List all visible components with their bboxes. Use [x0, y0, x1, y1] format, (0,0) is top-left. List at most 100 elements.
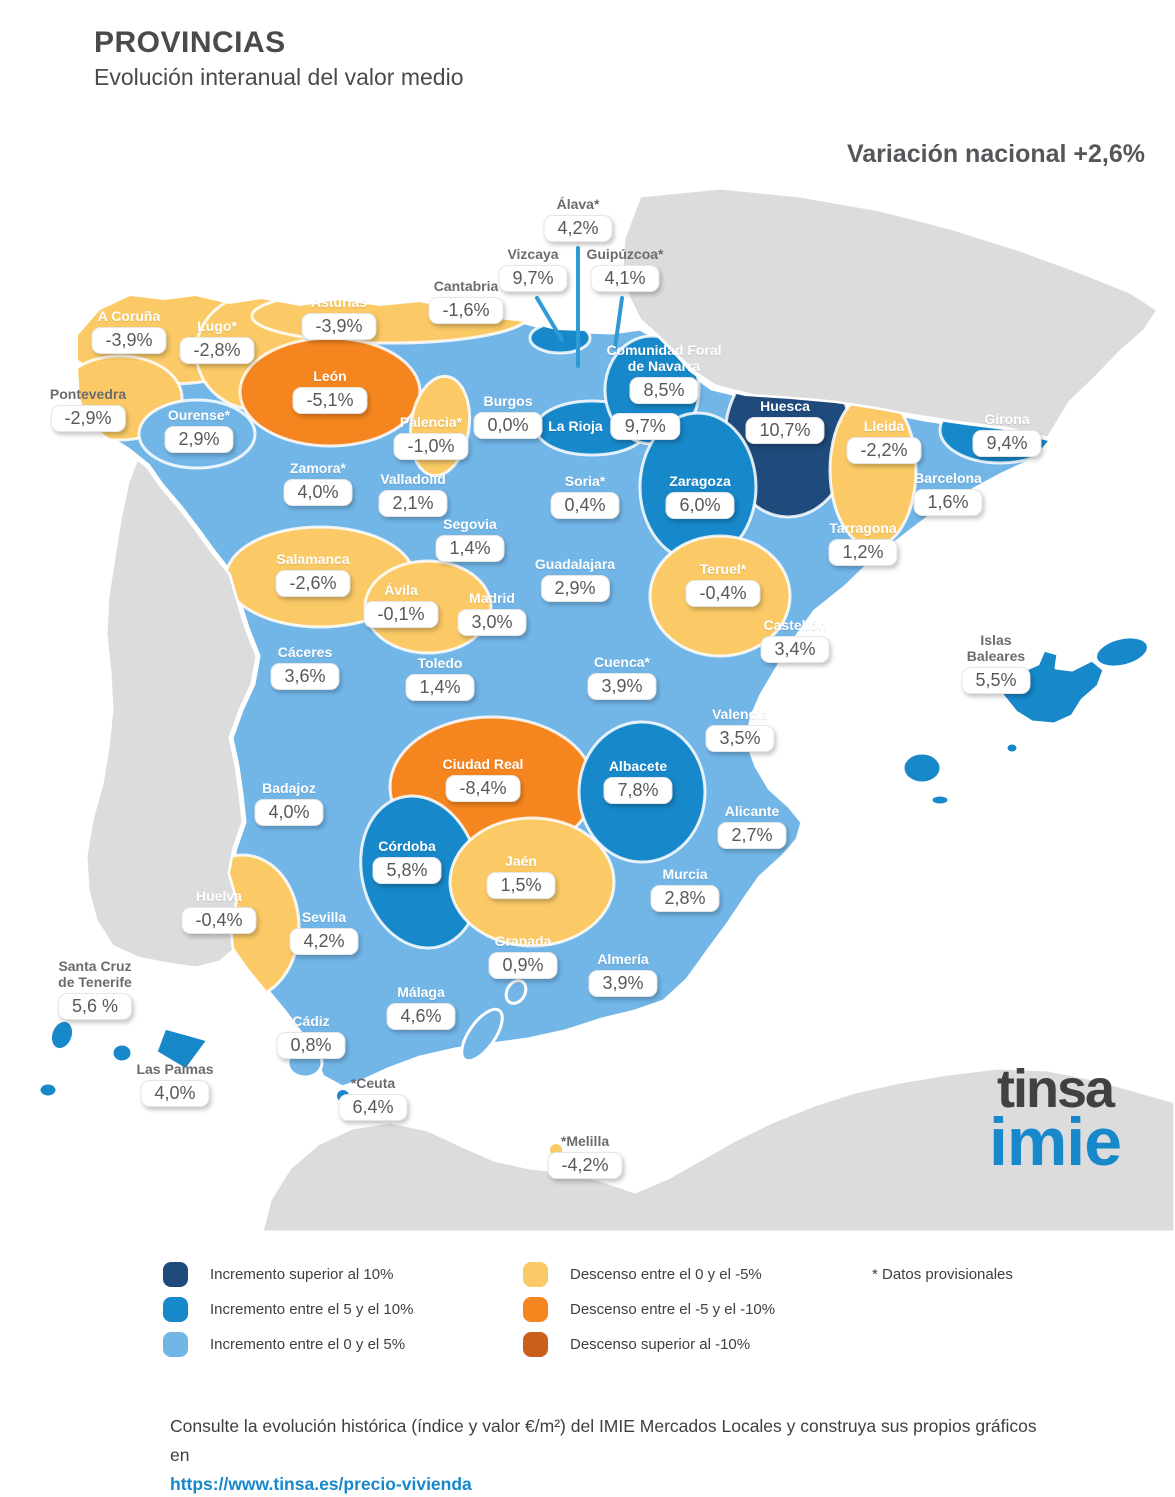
- province-value-pill: 5,5%: [961, 667, 1031, 695]
- province-zaragoza: Zaragoza 6,0%: [665, 473, 735, 520]
- province-albacete: Albacete 7,8%: [603, 758, 673, 805]
- province-zamora: Zamora* 4,0%: [283, 460, 353, 507]
- province-c-ceres: Cáceres 3,6%: [270, 644, 340, 691]
- province-value-pill: -3,9%: [91, 327, 167, 355]
- legend-item: Descenso entre el 0 y el -5%: [523, 1262, 762, 1287]
- province-value-pill: 10,7%: [745, 417, 825, 445]
- province-value-pill: -4,2%: [547, 1152, 623, 1180]
- province-value-pill: 5,8%: [372, 857, 442, 885]
- province-name: Salamanca: [276, 551, 350, 567]
- province-value-pill: 9,7%: [610, 413, 680, 440]
- province-valencia: Valencia 3,5%: [705, 706, 775, 753]
- province-name: Zamora*: [289, 460, 347, 476]
- province-name: Cáceres: [277, 644, 333, 660]
- province-value-pill: -2,2%: [846, 437, 922, 465]
- footer-link[interactable]: https://www.tinsa.es/precio-vivienda: [170, 1473, 472, 1494]
- legend-label: Descenso entre el 0 y el -5%: [570, 1266, 762, 1283]
- legend-swatch-dorange: [523, 1332, 548, 1357]
- province-vizcaya: Vizcaya 9,7%: [498, 246, 568, 293]
- province-name: Asturias: [310, 294, 368, 310]
- province-comunidad-foral-de-navarra: Comunidad Foral de Navarra 8,5%: [606, 342, 722, 405]
- province-value-pill: 3,9%: [588, 970, 658, 998]
- province-value-pill: -1,6%: [428, 297, 504, 325]
- province-teruel: Teruel* -0,4%: [685, 561, 761, 608]
- province-name: Cádiz: [292, 1013, 330, 1029]
- legend-swatch-yellow: [523, 1262, 548, 1287]
- province-name: Comunidad Foral de Navarra: [606, 342, 722, 375]
- province-guip-zcoa: Guipúzcoa* 4,1%: [586, 246, 664, 293]
- province-cantabria: Cantabria -1,6%: [428, 278, 504, 325]
- province-name: Las Palmas: [136, 1061, 214, 1077]
- province-name: Soria*: [564, 473, 606, 489]
- legend-swatch-dark: [163, 1262, 188, 1287]
- province-name: Pontevedra: [49, 386, 127, 402]
- province-lava: Álava* 4,2%: [543, 196, 613, 243]
- province-name: Alicante: [724, 803, 780, 819]
- callout-lines: [535, 246, 624, 368]
- province-value-pill: -0,4%: [181, 907, 257, 935]
- province-name: Madrid: [469, 590, 515, 606]
- province-value-pill: 1,6%: [913, 489, 983, 517]
- province-ja-n: Jaén 1,5%: [486, 853, 556, 900]
- province-huesca: Huesca 10,7%: [745, 398, 825, 445]
- province-value-pill: -0,1%: [363, 601, 439, 629]
- province-madrid: Madrid 3,0%: [457, 590, 527, 637]
- province-value-pill: 3,6%: [270, 663, 340, 691]
- province-value-pill: -1,0%: [393, 433, 469, 461]
- province-name: Teruel*: [699, 561, 747, 577]
- province-value-pill: 8,5%: [629, 377, 699, 405]
- province-name: *Melilla: [560, 1133, 610, 1149]
- page-subtitle: Evolución interanual del valor medio: [94, 64, 464, 90]
- province-valladolid: Valladolid 2,1%: [378, 471, 448, 518]
- province-value-pill: 2,8%: [650, 885, 720, 913]
- province-name: Sevilla: [301, 909, 347, 925]
- province-value-pill: 3,9%: [587, 673, 657, 701]
- province-value-pill: 1,2%: [828, 539, 898, 567]
- province-name: Segovia: [443, 516, 497, 532]
- province-castell-n: Castellón 3,4%: [760, 617, 830, 664]
- province-badajoz: Badajoz 4,0%: [254, 780, 324, 827]
- province-santa-cruz-de-tenerife: Santa Cruz de Tenerife 5,6 %: [57, 958, 133, 1021]
- province-name: Ourense*: [167, 407, 231, 423]
- province-value-pill: 2,9%: [164, 426, 234, 454]
- legend-swatch-light: [163, 1332, 188, 1357]
- province-value-pill: -3,9%: [301, 313, 377, 341]
- province-guadalajara: Guadalajara 2,9%: [535, 556, 615, 603]
- province-name: Lleida: [863, 418, 905, 434]
- province-vila: Ávila -0,1%: [363, 582, 439, 629]
- legend-swatch-mid: [163, 1297, 188, 1322]
- province-segovia: Segovia 1,4%: [435, 516, 505, 563]
- province-name: Ávila: [384, 582, 418, 598]
- province-sevilla: Sevilla 4,2%: [289, 909, 359, 956]
- province-name: Valladolid: [380, 471, 446, 487]
- legend-label: Descenso superior al -10%: [570, 1336, 751, 1353]
- province-le-n: León -5,1%: [292, 368, 368, 415]
- province-cuenca: Cuenca* 3,9%: [587, 654, 657, 701]
- province-value-pill: 1,4%: [405, 674, 475, 702]
- province-name: Santa Cruz de Tenerife: [58, 958, 132, 991]
- legend-label: Descenso entre el -5 y el -10%: [570, 1301, 776, 1318]
- province-value-pill: 0,0%: [473, 412, 543, 440]
- province-name: Lugo*: [197, 318, 237, 334]
- province-islas-baleares: Islas Baleares 5,5%: [961, 632, 1031, 695]
- province-value-pill: -2,9%: [50, 405, 126, 433]
- province-name: Córdoba: [378, 838, 436, 854]
- province-value-pill: -2,6%: [275, 570, 351, 598]
- province-name: León: [313, 368, 347, 384]
- province-name: Islas Baleares: [966, 632, 1026, 665]
- province-name: Girona: [984, 411, 1030, 427]
- legend-label: Incremento entre el 0 y el 5%: [210, 1336, 406, 1353]
- province-value-pill: 4,0%: [140, 1080, 210, 1108]
- province-name: Castellón: [763, 617, 827, 633]
- legend-label: Incremento superior al 10%: [210, 1266, 394, 1283]
- province-value-pill: 5,6 %: [57, 993, 133, 1021]
- province-las-palmas: Las Palmas 4,0%: [136, 1061, 214, 1108]
- province-lleida: Lleida -2,2%: [846, 418, 922, 465]
- province-value-pill: 6,4%: [338, 1094, 408, 1122]
- legend-label: Incremento entre el 5 y el 10%: [210, 1301, 414, 1318]
- province-value-pill: 1,5%: [486, 872, 556, 900]
- province-name: Ciudad Real: [442, 756, 524, 772]
- province-value-pill: 4,0%: [254, 799, 324, 827]
- province-ourense: Ourense* 2,9%: [164, 407, 234, 454]
- province-name: Palencia*: [399, 414, 463, 430]
